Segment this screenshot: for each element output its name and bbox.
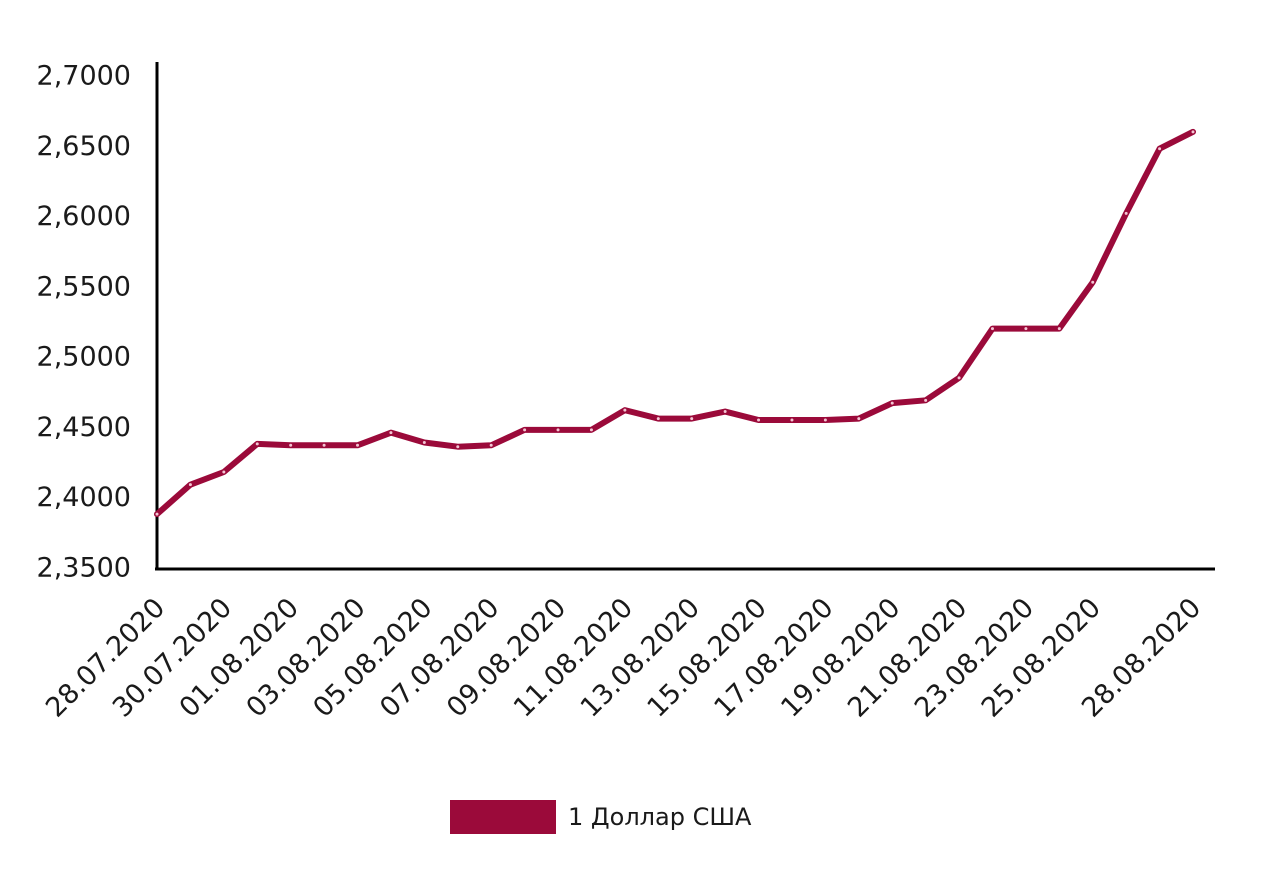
data-point	[990, 327, 994, 331]
data-point	[857, 417, 861, 421]
data-point	[489, 443, 493, 447]
legend-swatch	[450, 800, 556, 834]
data-point	[924, 398, 928, 402]
data-point	[356, 443, 360, 447]
data-point	[222, 470, 226, 474]
y-tick-label: 2,3500	[37, 553, 131, 584]
y-tick-label: 2,6000	[37, 201, 131, 232]
data-point	[957, 376, 961, 380]
data-point	[155, 512, 159, 516]
y-tick-label: 2,4500	[37, 412, 131, 443]
data-point	[289, 443, 293, 447]
data-point	[456, 445, 460, 449]
data-point	[723, 410, 727, 414]
data-point	[757, 418, 761, 422]
y-tick-label: 2,5500	[37, 271, 131, 302]
data-point	[523, 428, 527, 432]
data-point	[556, 428, 560, 432]
y-tick-label: 2,6500	[37, 131, 131, 162]
data-point	[389, 431, 393, 435]
data-point	[790, 418, 794, 422]
data-point	[823, 418, 827, 422]
data-point	[589, 428, 593, 432]
data-point	[422, 440, 426, 444]
data-point	[322, 443, 326, 447]
data-point	[690, 417, 694, 421]
data-point	[1091, 280, 1095, 284]
data-line	[154, 128, 1196, 518]
data-point	[890, 401, 894, 405]
data-point	[1124, 211, 1128, 215]
data-point	[1191, 130, 1195, 134]
data-point	[1057, 327, 1061, 331]
data-point	[656, 417, 660, 421]
data-point	[1024, 327, 1028, 331]
legend-label: 1 Доллар США	[568, 803, 752, 831]
y-tick-label: 2,7000	[37, 61, 131, 92]
data-point	[1158, 147, 1162, 151]
data-point	[623, 408, 627, 412]
data-point	[255, 442, 259, 446]
y-tick-label: 2,5000	[37, 342, 131, 373]
y-tick-label: 2,4000	[37, 482, 131, 513]
data-point	[188, 483, 192, 487]
